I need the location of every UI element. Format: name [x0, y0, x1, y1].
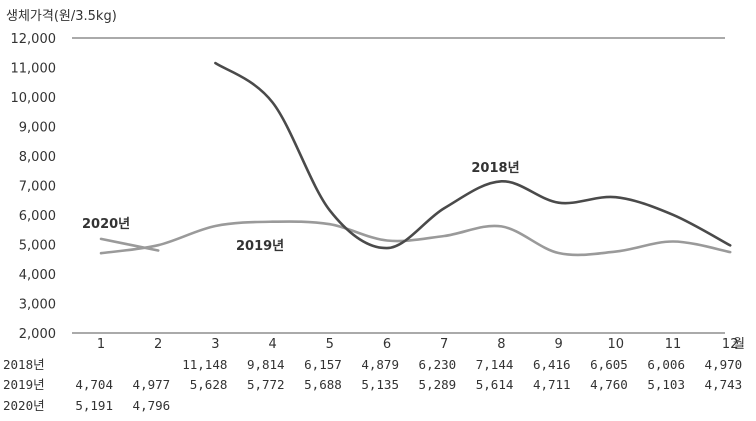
table-cell: 11,148: [182, 357, 227, 372]
table-cell: 5,628: [190, 377, 228, 392]
table-cell: 5,191: [75, 398, 113, 413]
table-cell: 4,879: [361, 357, 399, 372]
table-row-label: 2020년: [3, 398, 45, 413]
x-tick-label: 11: [665, 337, 682, 352]
table-cell: 4,977: [133, 377, 171, 392]
x-tick-label: 10: [608, 337, 625, 352]
y-tick-label: 12,000: [11, 32, 57, 47]
y-tick-label: 6,000: [19, 209, 56, 224]
table-row-label: 2019년: [3, 377, 45, 392]
y-tick-label: 8,000: [19, 150, 56, 165]
table-cell: 6,157: [304, 357, 342, 372]
table-cell: 4,796: [133, 398, 171, 413]
x-tick-label: 3: [211, 337, 219, 352]
series-2019-line: [99, 220, 732, 257]
table-cell: 4,743: [705, 377, 743, 392]
table-cell: 5,289: [419, 377, 457, 392]
series-2019-label: 2019년: [236, 239, 284, 254]
y-tick-label: 4,000: [19, 268, 56, 283]
table-cell: 5,614: [476, 377, 514, 392]
x-tick-label: 12: [722, 337, 739, 352]
table-cell: 6,230: [419, 357, 457, 372]
series-2020-label: 2020년: [82, 217, 130, 232]
table-cell: 6,416: [533, 357, 571, 372]
y-tick-label: 3,000: [19, 298, 56, 313]
table-cell: 5,135: [361, 377, 399, 392]
table-cell: 4,704: [75, 377, 113, 392]
series-2018-line: [214, 61, 732, 250]
table-cell: 6,006: [647, 357, 685, 372]
y-tick-label: 9,000: [19, 121, 56, 136]
table-cell: 9,814: [247, 357, 285, 372]
x-tick-label: 8: [497, 337, 505, 352]
x-axis-unit: 월: [733, 337, 745, 352]
y-tick-label: 7,000: [19, 180, 56, 195]
table-cell: 5,103: [647, 377, 685, 392]
table-cell: 4,970: [705, 357, 743, 372]
table-cell: 4,711: [533, 377, 571, 392]
series-2018-label: 2018년: [471, 161, 519, 176]
y-axis-label: 생체가격(원/3.5kg): [6, 9, 117, 24]
table-cell: 5,688: [304, 377, 342, 392]
table-cell: 7,144: [476, 357, 514, 372]
x-tick-label: 1: [97, 337, 105, 352]
y-tick-label: 10,000: [11, 91, 57, 106]
x-tick-label: 6: [383, 337, 391, 352]
table-cell: 5,772: [247, 377, 285, 392]
x-tick-label: 2: [154, 337, 162, 352]
series-2020-line: [99, 237, 160, 252]
table-row-label: 2018년: [3, 357, 45, 372]
y-tick-label: 5,000: [19, 239, 56, 254]
table-cell: 6,605: [590, 357, 628, 372]
y-tick-label: 2,000: [19, 327, 56, 342]
x-tick-label: 5: [326, 337, 334, 352]
table-cell: 4,760: [590, 377, 628, 392]
x-tick-label: 9: [554, 337, 562, 352]
x-tick-label: 4: [268, 337, 276, 352]
x-tick-label: 7: [440, 337, 448, 352]
y-tick-label: 11,000: [11, 62, 57, 77]
